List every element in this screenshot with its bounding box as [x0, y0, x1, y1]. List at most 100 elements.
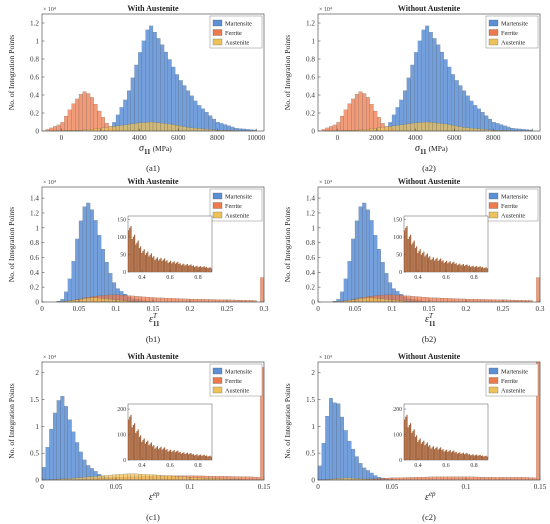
inset-bar	[161, 260, 163, 272]
histogram-bar-ferrite	[141, 296, 146, 303]
inset-bar	[160, 257, 162, 272]
histogram-bar-austenite	[115, 474, 120, 481]
histogram-bar-ferrite	[491, 299, 496, 303]
histogram-bar-ferrite	[219, 299, 224, 303]
histogram-bar-martensite	[440, 51, 444, 132]
inset-bar	[448, 451, 450, 460]
histogram-bar-ferrite	[249, 476, 253, 481]
inset-bar	[461, 264, 463, 272]
inset-bar	[435, 259, 437, 272]
histogram-bar-martensite	[377, 249, 381, 303]
inset-bar	[460, 454, 462, 460]
inset-bar	[453, 261, 455, 272]
histogram-bar-martensite	[175, 74, 179, 132]
y-tick-label: 0.8	[30, 56, 39, 64]
inset-bar	[143, 438, 145, 460]
histogram-bar-martensite	[358, 206, 363, 303]
inset-bar	[185, 264, 187, 272]
inset-histogram: 0.4 0.6 0.8 0 50 100 150	[117, 215, 213, 281]
inset-bar	[210, 456, 212, 460]
inset-bar	[200, 266, 202, 272]
inset-y-tick-label: 0	[399, 458, 402, 464]
histogram-bar-martensite	[67, 278, 72, 303]
histogram-bar-ferrite	[436, 297, 441, 303]
histogram-bar-austenite	[197, 128, 202, 132]
x-axis-label-symbol: σ	[415, 143, 421, 154]
x-axis-label: εep	[425, 490, 436, 503]
inset-bar	[162, 448, 164, 460]
histogram-bar-ferrite	[164, 297, 168, 303]
histogram-bar-ferrite	[451, 298, 455, 303]
histogram-bar-austenite	[473, 128, 478, 132]
histogram-bar-martensite	[425, 25, 430, 132]
histogram-bar-austenite	[369, 297, 374, 303]
inset-bar	[191, 454, 193, 460]
histogram-bar-martensite	[49, 428, 54, 481]
inset-bar	[420, 443, 422, 460]
histogram-bar-austenite	[164, 123, 168, 132]
inset-bar	[185, 453, 187, 460]
histogram-bar-ferrite	[480, 477, 485, 481]
series-austenite	[325, 121, 529, 132]
inset-bar	[146, 253, 148, 272]
legend: Martensite Ferrite Austenite	[485, 363, 539, 397]
histogram-bar-martensite	[215, 122, 220, 132]
axes-frame	[317, 13, 541, 132]
inset-bar	[192, 265, 194, 272]
inset-bar	[407, 239, 409, 272]
inset-bar	[454, 263, 456, 272]
histogram-bar-martensite	[212, 118, 216, 132]
inset-bar	[408, 424, 410, 460]
histogram-bar-ferrite	[447, 476, 452, 481]
y-tick-label: 0	[35, 128, 39, 136]
inset-bar	[183, 452, 185, 460]
histogram-bar-ferrite	[462, 476, 467, 481]
inset-bar	[472, 265, 474, 272]
histogram-bar-ferrite	[152, 297, 157, 303]
inset-x-tick-label: 0.6	[166, 275, 173, 281]
histogram-bar-martensite	[145, 29, 150, 132]
histogram-bar-martensite	[97, 235, 102, 303]
inset-bar	[143, 249, 145, 272]
y-tick-label: 1.2	[30, 209, 39, 217]
y-tick-label: 0.5	[30, 450, 39, 458]
inset-bar	[455, 451, 457, 460]
histogram-bar-ferrite	[414, 477, 418, 481]
y-tick-label: 2	[311, 369, 315, 377]
histogram-bar-martensite	[347, 441, 352, 481]
inset-bar	[132, 424, 134, 460]
legend-swatch-austenite	[488, 38, 499, 46]
histogram-bar-ferrite	[71, 103, 76, 132]
histogram-bar-austenite	[178, 125, 183, 132]
x-axis-label-superscript: ep	[429, 490, 436, 498]
series-ferrite	[321, 91, 396, 132]
inset-bar	[476, 454, 478, 460]
histogram-bar-austenite	[384, 299, 389, 303]
inset-x-tick-label: 0.8	[194, 275, 201, 281]
histogram-bar-martensite	[193, 100, 198, 132]
inset-bar	[446, 449, 448, 460]
histogram-bar-martensite	[447, 66, 452, 132]
panel-c1: 0 0.05 0.1 0.15 0 0.5 1 1.5 2 × 10⁴ With Austenite…	[7, 352, 271, 522]
histogram-bar-ferrite	[373, 110, 378, 132]
histogram-bar-martensite	[178, 80, 183, 132]
histogram-bar-ferrite	[343, 109, 348, 132]
legend-label-martensite: Martensite	[501, 21, 528, 28]
histogram-bar-ferrite	[421, 297, 426, 303]
histogram-bar-martensite	[226, 125, 231, 132]
inset-bar	[129, 416, 131, 460]
y-tick-label: 1	[35, 423, 39, 431]
inset-y-tick-label: 100	[117, 433, 126, 439]
inset-bar	[441, 261, 443, 272]
histogram-bar-ferrite	[78, 94, 83, 132]
inset-bar	[179, 263, 181, 272]
y-tick-label: 0.6	[30, 74, 39, 82]
inset-bar	[430, 448, 432, 460]
chart-title: With Austenite	[127, 177, 179, 186]
inset-bar	[477, 267, 479, 272]
histogram-bar-austenite	[388, 126, 393, 132]
histogram-bar-martensite	[477, 108, 481, 132]
inset-bar	[476, 266, 478, 272]
inset-bar	[452, 451, 454, 460]
inset-bar	[472, 454, 474, 460]
